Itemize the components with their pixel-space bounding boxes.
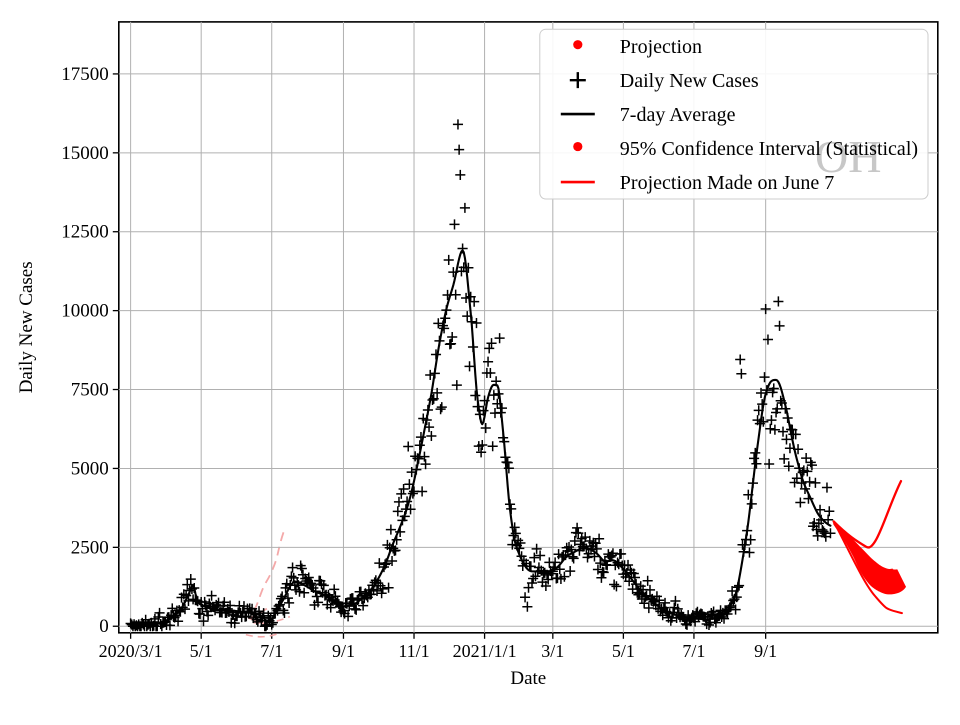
svg-text:95% Confidence Interval (Stati: 95% Confidence Interval (Statistical) [620,138,918,160]
svg-text:Date: Date [510,668,546,689]
svg-text:12500: 12500 [61,222,109,243]
svg-text:Daily New Cases: Daily New Cases [620,70,759,92]
svg-text:15000: 15000 [61,143,109,164]
svg-text:17500: 17500 [61,64,109,85]
svg-text:2021/1/1: 2021/1/1 [453,641,517,661]
svg-text:5/1: 5/1 [190,641,213,661]
svg-text:9/1: 9/1 [754,641,777,661]
svg-text:2020/3/1: 2020/3/1 [99,641,163,661]
svg-text:7500: 7500 [71,380,109,401]
svg-text:0: 0 [99,616,109,637]
svg-text:11/1: 11/1 [398,641,429,661]
svg-text:5/1: 5/1 [612,641,635,661]
svg-text:Daily New Cases: Daily New Cases [16,261,37,393]
svg-text:7-day Average: 7-day Average [620,104,736,126]
svg-text:Projection Made on June 7: Projection Made on June 7 [620,172,834,194]
svg-text:7/1: 7/1 [682,641,705,661]
svg-text:5000: 5000 [71,458,109,479]
svg-text:3/1: 3/1 [541,641,564,661]
svg-text:2500: 2500 [71,537,109,558]
svg-text:10000: 10000 [61,301,109,322]
svg-text:9/1: 9/1 [332,641,355,661]
svg-text:Projection: Projection [620,36,702,58]
svg-text:7/1: 7/1 [260,641,283,661]
